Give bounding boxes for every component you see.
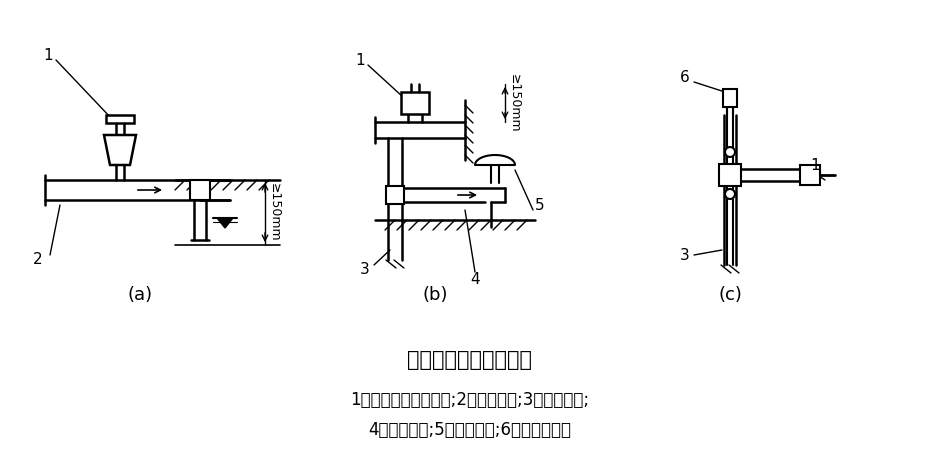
Text: 6: 6 bbox=[680, 70, 690, 85]
Text: 1: 1 bbox=[810, 158, 820, 173]
Polygon shape bbox=[104, 135, 136, 165]
Bar bbox=[190, 180, 210, 200]
Text: 5: 5 bbox=[535, 198, 545, 212]
Text: 1: 1 bbox=[43, 47, 53, 62]
Bar bbox=[719, 164, 741, 186]
Text: 4: 4 bbox=[470, 272, 480, 288]
Text: ≥150mm: ≥150mm bbox=[508, 74, 521, 132]
Text: 3: 3 bbox=[680, 247, 690, 263]
Text: (b): (b) bbox=[423, 286, 448, 304]
Text: 1: 1 bbox=[355, 53, 365, 68]
Bar bbox=[800, 165, 820, 185]
Circle shape bbox=[725, 189, 735, 199]
Polygon shape bbox=[217, 218, 233, 228]
Text: ≥150mm: ≥150mm bbox=[268, 183, 281, 242]
Text: (a): (a) bbox=[127, 286, 152, 304]
Bar bbox=[386, 186, 404, 204]
Bar bbox=[106, 115, 134, 123]
Bar bbox=[723, 89, 737, 107]
Circle shape bbox=[725, 147, 735, 157]
Text: 1一管顶形真空破坏器;2一给水干管;3一给水立管;: 1一管顶形真空破坏器;2一给水干管;3一给水立管; bbox=[350, 391, 590, 409]
Text: (c): (c) bbox=[718, 286, 742, 304]
Text: 4一给水支管;5一用水设备;6一自动排气阀: 4一给水支管;5一用水设备;6一自动排气阀 bbox=[369, 421, 571, 439]
Text: 大气型真空破坏器安装: 大气型真空破坏器安装 bbox=[407, 350, 533, 370]
Bar bbox=[401, 92, 429, 114]
Text: 3: 3 bbox=[360, 263, 370, 278]
Text: 2: 2 bbox=[33, 253, 42, 268]
